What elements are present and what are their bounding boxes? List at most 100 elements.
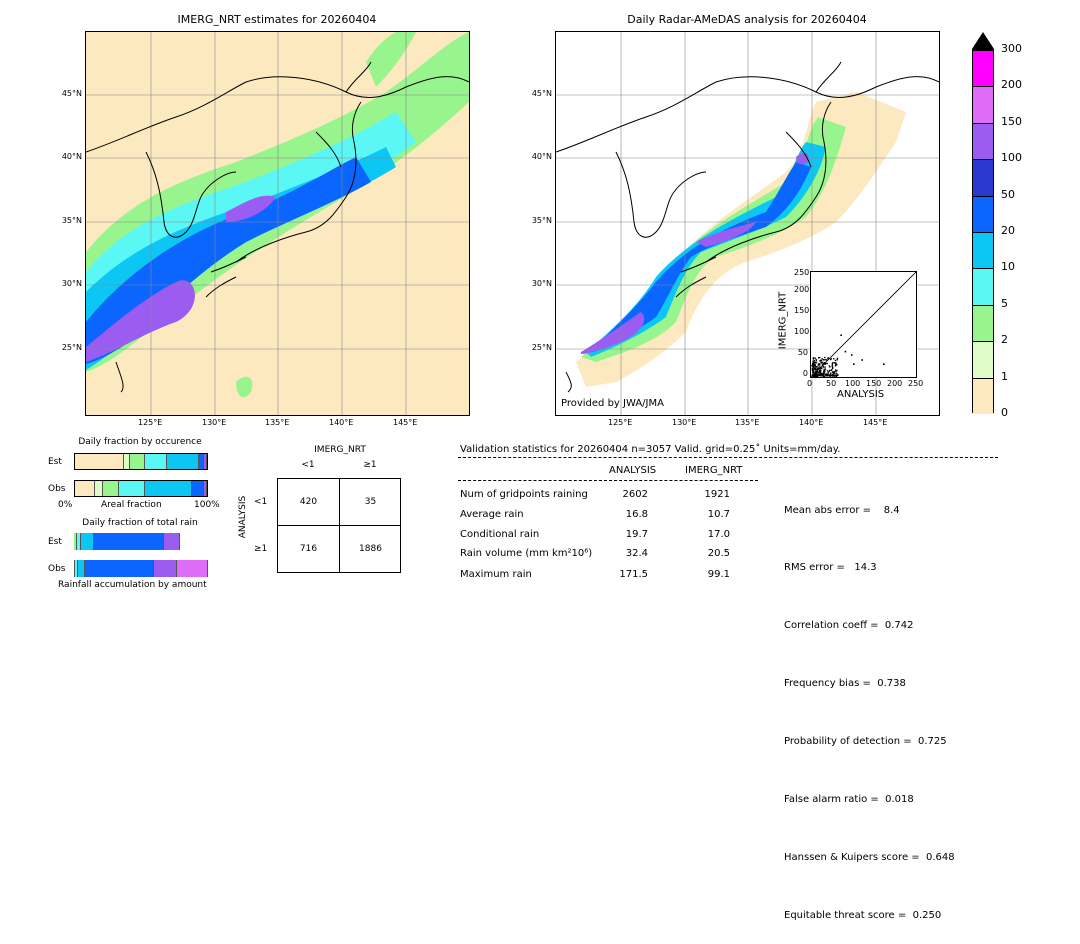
scatter-point: [830, 358, 832, 360]
scatter-point: [883, 363, 885, 365]
right-lon-tick: 145°E: [863, 418, 888, 427]
stat-imerg: 17.0: [707, 529, 730, 540]
contingency-col-title: IMERG_NRT: [314, 445, 366, 455]
scatter-point: [833, 358, 835, 360]
scatter-point: [823, 371, 825, 373]
stat-analysis: 16.8: [625, 509, 648, 520]
stat-imerg: 20.5: [707, 548, 730, 559]
fraction-segment: [77, 560, 85, 577]
scatter-point: [819, 356, 821, 359]
colorbar: [972, 49, 994, 414]
right-lat-tick: 40°N: [531, 152, 552, 161]
colorbar-label: 10: [1001, 260, 1015, 274]
scatter-point: [813, 367, 815, 369]
stat-analysis: 19.7: [625, 529, 648, 540]
colorbar-label: 2: [1001, 333, 1008, 347]
scatter-point: [844, 350, 847, 353]
scatter-point: [817, 357, 820, 359]
scatter-point: [836, 372, 838, 375]
scatter-point: [812, 362, 814, 364]
right-map-title: Daily Radar-AMeDAS analysis for 20260404: [627, 13, 867, 26]
scatter-point: [831, 367, 834, 369]
scatter-point: [835, 375, 838, 377]
colorbar-label: 100: [1001, 151, 1022, 165]
scatter-point: [826, 362, 828, 365]
left-lon-tick: 140°E: [329, 418, 354, 427]
scatter-point: [832, 361, 834, 364]
validation-col-imerg: IMERG_NRT: [685, 465, 743, 476]
scatter-point: [835, 363, 837, 366]
scatter-ytick: 100: [794, 327, 810, 336]
scatter-point: [814, 372, 816, 374]
scatter-point: [833, 371, 836, 373]
scatter-point: [812, 371, 815, 374]
scatter-point: [818, 363, 820, 365]
colorbar-band: [973, 50, 993, 87]
scatter-point: [830, 374, 832, 376]
scatter-point: [832, 372, 835, 375]
contingency-cell: 716: [299, 544, 318, 554]
fraction-segment: [118, 481, 145, 496]
colorbar-label: 50: [1001, 187, 1015, 201]
scatter-point: [812, 373, 814, 375]
stat-label: Maximum rain: [460, 569, 532, 580]
stat-label: Rain volume (mm km²10⁶): [460, 548, 593, 559]
scatter-point: [814, 373, 816, 375]
colorbar-label: 20: [1001, 224, 1015, 237]
scatter-point: [824, 373, 826, 376]
total-rain-bar-est: [74, 533, 208, 550]
scatter-xtick: 100: [845, 379, 861, 388]
left-lat-tick: 25°N: [61, 343, 82, 352]
stat-imerg: 1921: [704, 489, 730, 500]
scatter-point: [821, 361, 823, 364]
scatter-point: [811, 375, 813, 377]
scatter-point: [830, 372, 832, 374]
scatter-point: [823, 375, 826, 378]
scatter-point: [825, 374, 827, 377]
scatter-point: [818, 363, 821, 365]
scatter-point: [817, 368, 819, 371]
scatter-point: [826, 359, 828, 361]
occurrence-row-est: Est: [48, 457, 62, 467]
fraction-segment: [74, 533, 77, 550]
left-lon-tick: 145°E: [393, 418, 418, 427]
scatter-point: [827, 372, 829, 374]
left-lon-tick: 130°E: [202, 418, 227, 427]
scatter-point: [817, 367, 819, 369]
left-lon-tick: 125°E: [138, 418, 163, 427]
scatter-point: [833, 371, 835, 373]
scatter-point: [831, 362, 834, 365]
scatter-point: [861, 359, 863, 361]
scatter-point: [820, 374, 822, 376]
contingency-row-label: <1: [254, 497, 268, 507]
scatter-point: [816, 370, 818, 372]
fraction-segment: [167, 454, 200, 469]
scatter-point: [823, 368, 825, 370]
colorbar-label: 200: [1001, 78, 1022, 92]
contingency-col-label: ≥1: [363, 460, 377, 470]
scatter-point: [836, 359, 838, 361]
scatter-point: [812, 363, 815, 365]
fraction-segment: [123, 454, 131, 469]
scatter-xlabel: ANALYSIS: [837, 389, 885, 400]
scatter-point: [814, 371, 816, 373]
scatter-point: [822, 365, 824, 367]
scatter-point: [818, 366, 820, 368]
colorbar-label: 150: [1001, 114, 1022, 128]
total-rain-row-est: Est: [48, 537, 62, 547]
contingency-cell: 420: [299, 497, 318, 507]
scatter-point: [815, 370, 817, 373]
scatter-point: [824, 356, 826, 359]
colorbar-band: [973, 122, 993, 160]
scatter-point: [827, 357, 829, 360]
colorbar-extend-arrow: [972, 32, 994, 49]
scatter-point: [834, 369, 837, 371]
fraction-segment: [177, 560, 208, 577]
scatter-point: [836, 364, 838, 366]
scatter-point: [817, 372, 819, 374]
right-lat-tick: 45°N: [531, 89, 552, 98]
scatter-xtick: 50: [826, 379, 837, 388]
scatter-point: [832, 373, 834, 376]
scatter-point: [819, 369, 821, 372]
scatter-point: [824, 366, 826, 368]
